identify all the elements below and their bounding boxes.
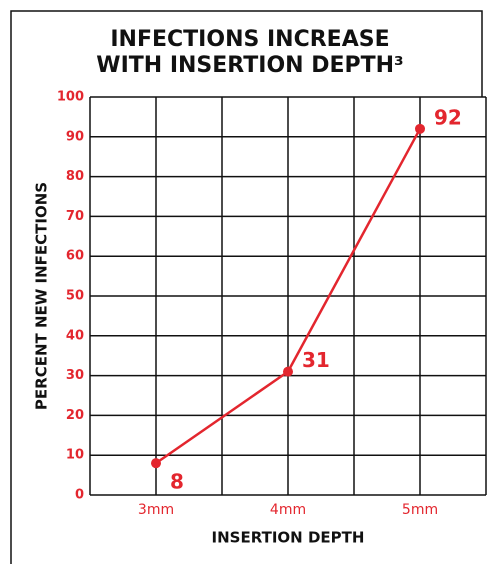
point — [283, 366, 293, 377]
y-tick-label: 0 — [75, 488, 84, 503]
y-tick-label: 70 — [66, 209, 84, 224]
point — [415, 123, 425, 134]
y-tick-label: 50 — [66, 289, 84, 304]
y-tick-label: 10 — [66, 448, 84, 463]
y-tick-label: 80 — [66, 169, 84, 184]
point — [151, 458, 161, 469]
chart-title: WITH INSERTION DEPTH³ — [96, 53, 403, 78]
y-axis-title: PERCENT NEW INFECTIONS — [33, 182, 51, 410]
x-axis-title: INSERTION DEPTH — [212, 529, 365, 547]
data-label: 8 — [170, 470, 184, 494]
x-tick-label: 5mm — [402, 502, 438, 518]
data-label: 31 — [302, 348, 330, 372]
frame — [10, 10, 483, 564]
y-tick-label: 20 — [66, 408, 84, 423]
y-tick-label: 30 — [66, 368, 84, 383]
y-tick-label: 40 — [66, 328, 84, 343]
y-tick-label: 100 — [57, 90, 84, 105]
x-tick-label: 4mm — [270, 502, 306, 518]
x-tick-label: 3mm — [138, 502, 174, 518]
y-tick-label: 60 — [66, 249, 84, 264]
data-label: 92 — [434, 105, 462, 129]
chart-title: INFECTIONS INCREASE — [110, 27, 389, 52]
y-tick-label: 90 — [66, 129, 84, 144]
